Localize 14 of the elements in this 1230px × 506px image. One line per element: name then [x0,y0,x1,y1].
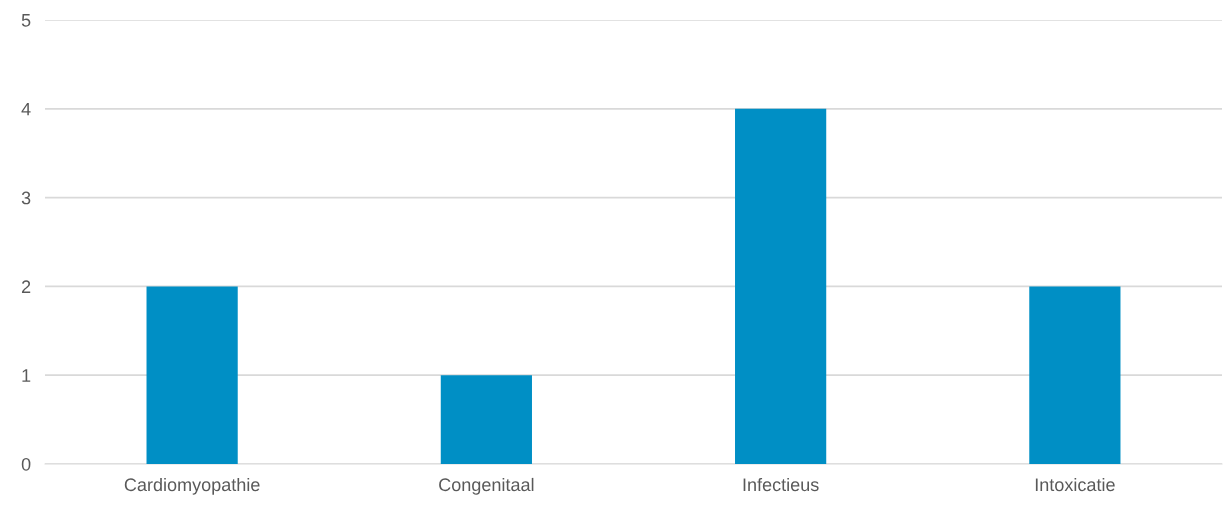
x-tick-label: Cardiomyopathie [124,477,260,495]
y-tick-label: 0 [21,457,31,471]
bar [735,108,827,464]
y-tick-label: 2 [21,280,31,293]
y-tick-label: 4 [21,102,31,116]
y-tick-label: 1 [22,369,31,382]
x-tick-label: Intoxicatie [1035,477,1115,492]
bar [440,375,532,464]
y-tick-label: 5 [21,14,31,27]
bar [1029,286,1121,464]
x-tick-label: Congenitaal [439,477,534,495]
y-tick-label: 3 [21,191,31,205]
x-tick-label: Infectieus [743,477,819,492]
bar [146,286,238,464]
